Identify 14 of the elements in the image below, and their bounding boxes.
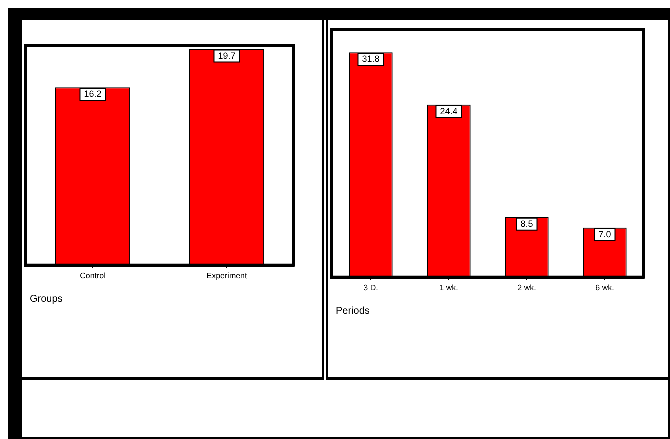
x-tick-label: 1 wk. bbox=[440, 283, 458, 292]
data-label: 19.7 bbox=[218, 50, 236, 61]
data-label: 16.2 bbox=[84, 89, 102, 100]
data-label: 7.0 bbox=[598, 229, 612, 240]
x-tick-label: 6 wk. bbox=[596, 283, 614, 292]
data-label: 8.5 bbox=[520, 218, 534, 229]
data-label: 24.4 bbox=[440, 106, 458, 116]
x-tick-label: 3 D. bbox=[364, 283, 378, 292]
x-axis-title: Periods bbox=[336, 306, 371, 317]
x-tick-label: 2 wk. bbox=[518, 283, 536, 292]
x-tick-label: Experiment bbox=[206, 271, 248, 280]
x-tick-label: Control bbox=[80, 271, 106, 280]
x-axis-title: Groups bbox=[30, 294, 64, 305]
data-label: 31.8 bbox=[362, 54, 380, 64]
